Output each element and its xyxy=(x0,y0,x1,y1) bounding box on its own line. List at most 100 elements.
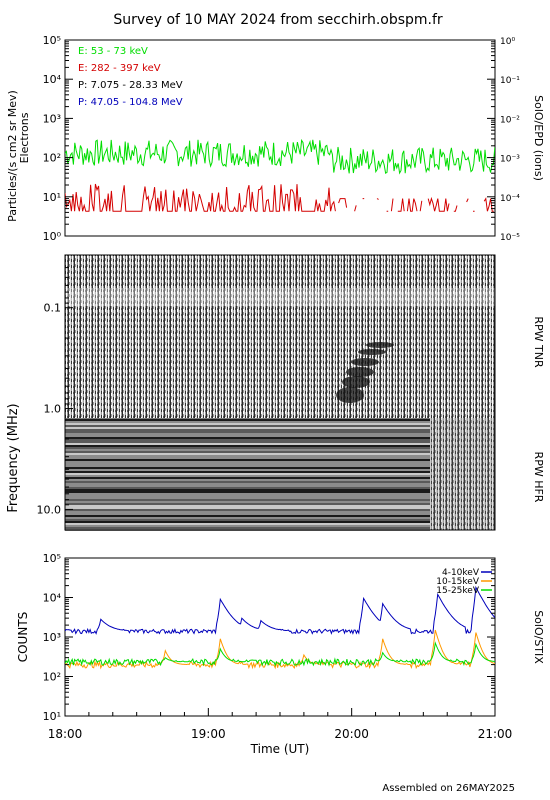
hfr-band xyxy=(65,431,430,433)
time-axis-label: Time (UT) xyxy=(250,742,310,756)
hfr-band xyxy=(65,421,430,423)
particles-y2-tick-label: 10⁻² xyxy=(500,115,520,125)
hfr-band xyxy=(65,511,430,513)
stix-y-tick-label: 10⁵ xyxy=(43,552,61,565)
hfr-band xyxy=(65,467,430,469)
tnr-spectrogram xyxy=(65,255,495,418)
particles-y2-tick-label: 10⁻⁴ xyxy=(500,194,520,204)
hfr-band xyxy=(65,483,430,485)
hfr-band xyxy=(65,507,430,509)
particles-panel: 10⁰ 10¹ 10² 10³ 10⁴ 10⁵ 10⁻⁵ 10⁻⁴ 10⁻³ 10⁻² 10⁻¹ 10… xyxy=(6,34,545,243)
time-tick-label: 19:00 xyxy=(191,727,226,741)
legend-15-25kev: 15-25keV xyxy=(436,586,480,596)
particles-y2-tick-label: 10⁻⁵ xyxy=(500,233,520,243)
hfr-band xyxy=(65,485,430,487)
particles-y-tick-label: 10⁴ xyxy=(43,73,62,86)
hfr-band xyxy=(65,489,430,491)
particles-y-tick-label: 10¹ xyxy=(43,191,61,204)
hfr-band xyxy=(65,449,430,451)
hfr-band xyxy=(65,499,430,501)
particles-y2-tick-label: 10⁻³ xyxy=(500,155,520,165)
particles-right-label: SolO/EPD (ions) xyxy=(532,95,545,181)
hfr-band xyxy=(65,519,430,521)
legend-e-282-397: E: 282 - 397 keV xyxy=(78,63,161,74)
hfr-band xyxy=(65,453,430,455)
stix-y-tick-label: 10⁴ xyxy=(43,592,62,605)
hfr-band xyxy=(65,435,430,437)
hfr-band xyxy=(65,491,430,493)
hfr-band xyxy=(65,523,430,525)
radio-panel: 0.1 1.0 10.0 Frequency (MHz) RPW TNR RPW H… xyxy=(6,254,545,531)
hfr-band xyxy=(65,513,430,515)
stix-frame xyxy=(64,557,496,717)
freq-tick-label: 1.0 xyxy=(44,403,62,416)
hfr-band xyxy=(65,439,430,441)
particles-ylabel: Particles/(s cm2 sr Mev) xyxy=(6,90,19,222)
radio-ylabel: Frequency (MHz) xyxy=(6,403,21,512)
legend-10-15kev: 10-15keV xyxy=(436,577,480,587)
legend-p-47-104: P: 47.05 - 104.8 MeV xyxy=(78,97,183,108)
tnr-bright-band xyxy=(65,288,495,306)
hfr-band xyxy=(65,465,430,467)
series-e-53-73 xyxy=(65,138,495,175)
hfr-band xyxy=(65,423,430,425)
hfr-band xyxy=(65,503,430,505)
hfr-band xyxy=(65,427,430,429)
hfr-band xyxy=(65,437,430,439)
hfr-band xyxy=(65,527,430,529)
hfr-noise-block xyxy=(430,418,495,530)
particles-y2-tick-label: 10⁻¹ xyxy=(500,76,520,86)
series-e-282-397 xyxy=(65,183,494,212)
hfr-band xyxy=(65,461,430,463)
hfr-band xyxy=(65,505,430,507)
particles-ylabel-sub: Electrons xyxy=(18,112,31,163)
radio-burst xyxy=(358,349,386,355)
radio-burst xyxy=(351,358,379,366)
assembled-footer: Assembled on 26MAY2025 xyxy=(382,783,515,794)
time-tick-label: 18:00 xyxy=(48,727,83,741)
hfr-band xyxy=(65,433,430,435)
stix-right-label: SolO/STIX xyxy=(532,610,545,664)
hfr-band xyxy=(65,469,430,471)
hfr-band xyxy=(65,487,430,489)
stix-y-tick-label: 10² xyxy=(43,671,61,684)
time-tick-label: 20:00 xyxy=(334,727,369,741)
particles-y-tick-label: 10³ xyxy=(43,112,61,125)
particles-y-tick-label: 10⁵ xyxy=(43,34,61,47)
hfr-band xyxy=(65,459,430,461)
hfr-band xyxy=(65,509,430,511)
hfr-band xyxy=(65,455,430,457)
legend-p-7-28: P: 7.075 - 28.33 MeV xyxy=(78,80,183,91)
freq-tick-label: 10.0 xyxy=(37,503,62,516)
stix-panel: 10¹ 10² 10³ 10⁴ 10⁵ 18:00 19:00 20:00 21:00 4-10… xyxy=(16,552,545,756)
hfr-band xyxy=(65,515,430,517)
hfr-band xyxy=(65,471,430,473)
hfr-band xyxy=(65,429,430,431)
radio-burst xyxy=(342,376,370,388)
particles-y2-tick-label: 10⁰ xyxy=(500,37,515,47)
hfr-band xyxy=(65,419,430,421)
particles-legend: E: 53 - 73 keV E: 282 - 397 keV P: 7.075… xyxy=(78,46,183,108)
hfr-band xyxy=(65,473,430,475)
series-15-25kev xyxy=(65,641,495,667)
particles-y-tick-label: 10² xyxy=(43,152,61,165)
hfr-band xyxy=(65,477,430,479)
hfr-band xyxy=(65,447,430,449)
hfr-band xyxy=(65,443,430,445)
stix-y-tick-label: 10¹ xyxy=(43,710,61,723)
legend-4-10kev: 4-10keV xyxy=(442,568,480,578)
tnr-right-label: RPW TNR xyxy=(532,316,545,368)
stix-legend: 4-10keV 10-15keV 15-25keV xyxy=(436,568,492,596)
hfr-band xyxy=(65,525,430,527)
hfr-band xyxy=(65,475,430,477)
hfr-band xyxy=(65,495,430,497)
hfr-band xyxy=(65,425,430,427)
series-4-10kev xyxy=(65,585,495,635)
figure-title: Survey of 10 MAY 2024 from secchirh.obsp… xyxy=(113,12,443,28)
particles-frame xyxy=(64,39,496,237)
hfr-band xyxy=(65,481,430,483)
hfr-band xyxy=(65,521,430,523)
hfr-band xyxy=(65,463,430,465)
hfr-band xyxy=(65,445,430,447)
